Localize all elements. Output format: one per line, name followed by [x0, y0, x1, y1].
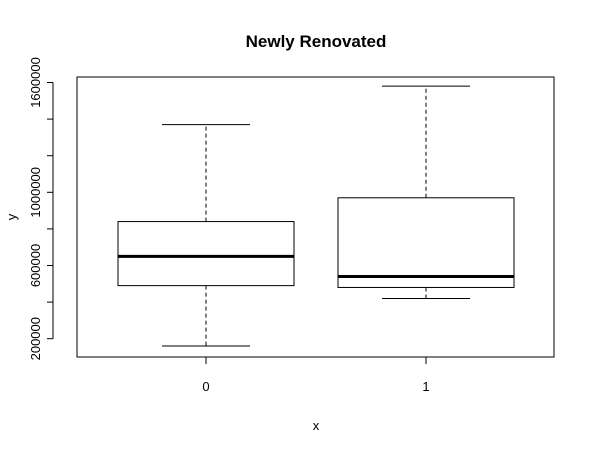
x-tick-label: 0 [202, 379, 209, 394]
x-axis-label: x [313, 418, 320, 433]
iqr-box [337, 197, 515, 288]
x-tick-label: 1 [422, 379, 429, 394]
y-tick-label: 1600000 [28, 57, 43, 108]
chart-marks: 200000 600000 1000000 1600000 0 1 [28, 57, 515, 394]
chart-title: Newly Renovated [246, 32, 387, 51]
iqr-box [117, 221, 295, 287]
plot-frame [76, 76, 555, 358]
y-tick-label: 600000 [28, 244, 43, 287]
y-tick-label: 200000 [28, 317, 43, 360]
y-tick-label: 1000000 [28, 167, 43, 218]
y-axis-label: y [4, 213, 19, 220]
